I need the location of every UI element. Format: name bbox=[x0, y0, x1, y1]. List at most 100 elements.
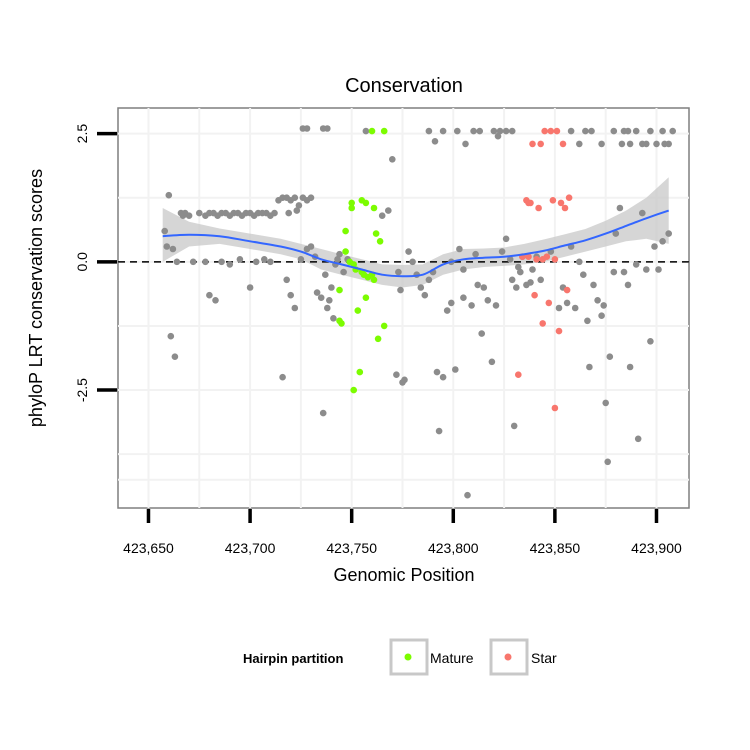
point-star bbox=[537, 140, 544, 148]
point-other bbox=[494, 132, 502, 140]
point-other bbox=[462, 140, 469, 148]
point-other bbox=[474, 281, 482, 289]
point-star bbox=[553, 127, 561, 135]
point-mature bbox=[362, 199, 370, 207]
point-other bbox=[643, 266, 650, 273]
point-star bbox=[559, 140, 567, 148]
point-other bbox=[626, 363, 634, 371]
point-other bbox=[330, 315, 337, 322]
point-other bbox=[291, 194, 299, 201]
point-mature bbox=[348, 204, 356, 212]
x-axis: 423,650 423,700 423,750 423,800 423,850 423,9… bbox=[123, 509, 682, 556]
point-other bbox=[634, 435, 642, 443]
point-other bbox=[468, 302, 475, 309]
point-mature bbox=[342, 248, 349, 255]
point-other bbox=[460, 266, 467, 273]
point-other bbox=[527, 279, 534, 286]
point-mature bbox=[370, 204, 378, 212]
point-other bbox=[303, 125, 311, 132]
point-other bbox=[584, 317, 591, 325]
point-other bbox=[431, 138, 439, 145]
point-other bbox=[576, 258, 583, 266]
point-other bbox=[212, 297, 219, 304]
point-other bbox=[639, 209, 646, 217]
point-other bbox=[600, 302, 607, 309]
point-other bbox=[324, 125, 331, 132]
y-axis-label: phyloP LRT conservation scores bbox=[26, 169, 46, 427]
point-other bbox=[443, 307, 451, 314]
point-other bbox=[612, 230, 620, 237]
legend-title: Hairpin partition bbox=[243, 651, 343, 666]
point-other bbox=[492, 302, 500, 309]
point-star bbox=[545, 299, 553, 307]
point-other bbox=[456, 245, 463, 253]
x-tick-label: 423,750 bbox=[326, 540, 377, 556]
point-star bbox=[549, 197, 557, 204]
x-tick-label: 423,900 bbox=[631, 540, 682, 556]
point-mature bbox=[338, 320, 345, 327]
point-other bbox=[498, 248, 506, 255]
point-other bbox=[515, 263, 522, 271]
point-other bbox=[567, 127, 575, 135]
point-other bbox=[417, 284, 425, 291]
point-mature bbox=[336, 286, 343, 294]
point-star bbox=[555, 327, 563, 335]
legend-key-star bbox=[489, 638, 529, 676]
point-other bbox=[283, 276, 291, 284]
point-mature bbox=[368, 127, 376, 135]
point-other bbox=[401, 376, 408, 384]
point-other bbox=[271, 209, 278, 217]
point-other bbox=[236, 255, 244, 263]
point-other bbox=[246, 284, 254, 291]
point-other bbox=[643, 140, 650, 148]
point-other bbox=[171, 353, 179, 361]
point-star bbox=[529, 140, 536, 148]
legend: Hairpin partition Mature Star bbox=[243, 638, 557, 676]
point-other bbox=[167, 332, 175, 340]
point-other bbox=[620, 268, 628, 276]
point-mature bbox=[354, 307, 362, 314]
point-other bbox=[470, 127, 477, 135]
point-other bbox=[226, 261, 234, 268]
point-other bbox=[665, 230, 672, 237]
point-other bbox=[588, 127, 595, 135]
y-tick-label: 0.0 bbox=[74, 252, 90, 272]
x-axis-label: Genomic Position bbox=[333, 565, 474, 585]
point-star bbox=[565, 194, 573, 201]
smooth-line-layer bbox=[162, 209, 670, 278]
point-other bbox=[433, 368, 441, 376]
point-other bbox=[655, 266, 662, 273]
point-other bbox=[202, 258, 209, 266]
point-other bbox=[659, 127, 666, 135]
point-mature bbox=[374, 335, 382, 343]
point-other bbox=[480, 284, 488, 291]
point-other bbox=[508, 276, 516, 284]
point-other bbox=[594, 297, 601, 304]
point-other bbox=[421, 291, 429, 299]
point-other bbox=[620, 127, 628, 135]
point-other bbox=[632, 127, 640, 135]
point-other bbox=[161, 227, 168, 235]
point-other bbox=[454, 127, 461, 135]
point-star bbox=[525, 253, 532, 260]
point-other bbox=[439, 127, 447, 135]
legend-dot-star bbox=[504, 653, 512, 661]
point-other bbox=[647, 127, 654, 135]
point-other bbox=[317, 294, 325, 302]
point-other bbox=[502, 127, 510, 135]
point-other bbox=[582, 127, 589, 135]
point-mature bbox=[348, 199, 356, 207]
point-other bbox=[287, 291, 295, 299]
point-mature bbox=[376, 238, 384, 245]
point-other bbox=[478, 330, 486, 337]
x-tick-label: 423,700 bbox=[225, 540, 276, 556]
point-mature bbox=[342, 227, 349, 235]
point-other bbox=[647, 338, 654, 345]
point-other bbox=[496, 127, 504, 135]
plot-panel bbox=[117, 107, 690, 509]
point-other bbox=[653, 140, 660, 148]
point-other bbox=[616, 204, 624, 212]
point-other bbox=[169, 245, 177, 253]
point-other bbox=[598, 312, 605, 320]
point-other bbox=[385, 207, 392, 214]
